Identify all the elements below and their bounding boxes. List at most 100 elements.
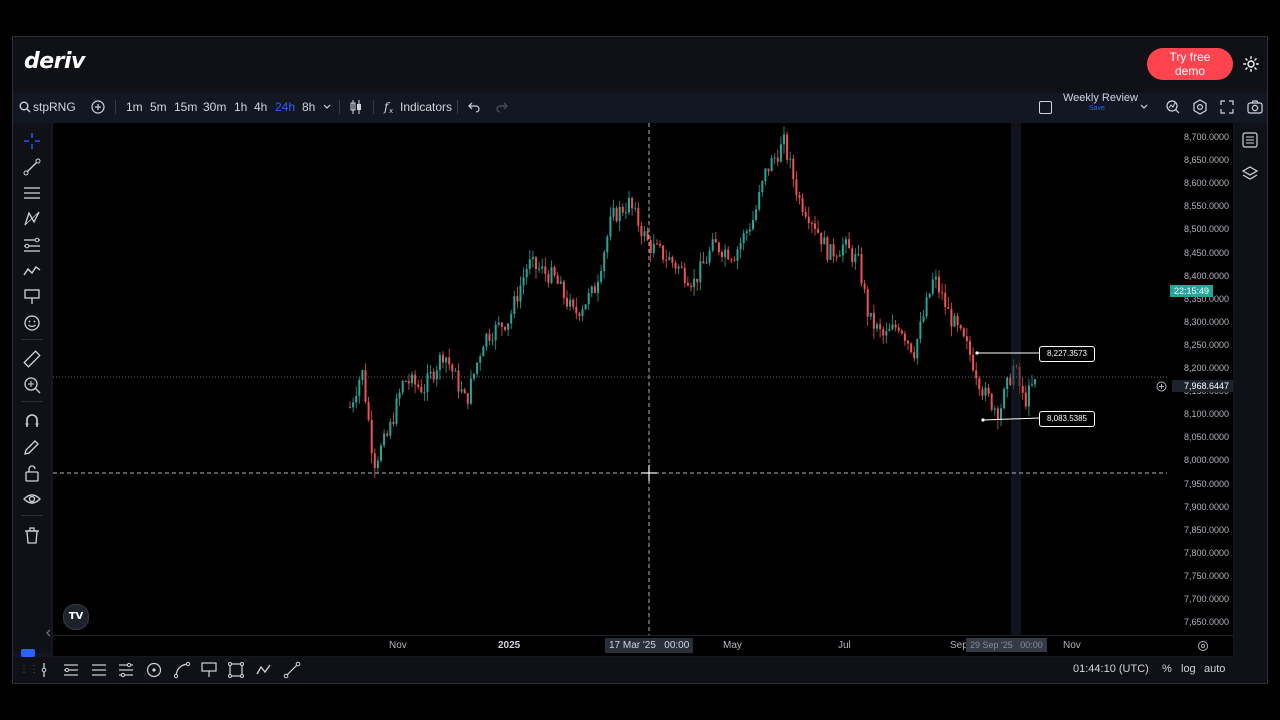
- interval-5m[interactable]: 5m: [150, 100, 167, 114]
- candle-body: [947, 307, 950, 309]
- sun-icon[interactable]: [1243, 56, 1259, 72]
- candle-body: [801, 197, 804, 212]
- fib-retracement-icon[interactable]: [117, 661, 135, 679]
- try-free-demo-button[interactable]: Try free demo: [1147, 48, 1233, 80]
- candle-body: [786, 134, 789, 160]
- template-checkbox[interactable]: [1039, 101, 1052, 114]
- candle-body: [922, 316, 925, 322]
- utc-clock[interactable]: 01:44:10 (UTC): [1073, 663, 1149, 675]
- crosshair-tool-icon[interactable]: [22, 131, 42, 151]
- candle-body: [593, 286, 596, 293]
- high-price-label[interactable]: 8,227.3573: [1039, 346, 1095, 362]
- candle-body: [525, 268, 528, 278]
- chevron-down-icon[interactable]: [1140, 104, 1148, 110]
- interval-1h[interactable]: 1h: [234, 100, 248, 114]
- candle-body: [559, 281, 562, 284]
- watchlist-icon[interactable]: [1241, 131, 1259, 149]
- svg-text:x: x: [389, 107, 393, 114]
- magnet-icon[interactable]: [22, 411, 42, 431]
- candle-body: [829, 244, 832, 260]
- brush-tool-icon[interactable]: [22, 261, 42, 281]
- candle-body: [485, 333, 488, 347]
- undo-icon[interactable]: [468, 101, 480, 113]
- candle-body: [758, 192, 761, 210]
- crosshair-date-tag: 17 Mar '25 00:00: [605, 638, 694, 653]
- interval-8h[interactable]: 8h: [302, 100, 316, 114]
- y-tick-label: 8,050.0000: [1183, 432, 1229, 443]
- right-panel-rail: [1234, 123, 1267, 683]
- chart-settings-icon[interactable]: [1197, 640, 1209, 652]
- fullscreen-icon[interactable]: [1220, 100, 1234, 114]
- vertical-line-icon[interactable]: [35, 661, 53, 679]
- pencil-lock-icon[interactable]: [22, 437, 42, 457]
- candle-body: [683, 267, 686, 283]
- candle-body: [482, 346, 485, 357]
- chevron-down-icon[interactable]: [323, 104, 331, 110]
- candle-body: [975, 370, 978, 379]
- indicators-button[interactable]: Indicators: [400, 100, 453, 114]
- horizontal-ray-icon[interactable]: [90, 661, 108, 679]
- search-icon[interactable]: [19, 101, 31, 113]
- layers-icon[interactable]: [1241, 165, 1259, 183]
- candle-body: [516, 296, 519, 302]
- candle-body: [507, 323, 510, 330]
- parallel-channel-icon[interactable]: [62, 661, 80, 679]
- percent-toggle[interactable]: %: [1162, 663, 1172, 675]
- ray-tool-icon[interactable]: [283, 661, 301, 679]
- camera-icon[interactable]: [1247, 99, 1263, 115]
- fib-tool-icon[interactable]: [22, 235, 42, 255]
- callout-tool-icon[interactable]: [200, 661, 218, 679]
- settings-icon[interactable]: [1192, 99, 1208, 115]
- template-name[interactable]: Weekly Review: [1063, 92, 1138, 104]
- interval-1m[interactable]: 1m: [126, 100, 143, 114]
- low-price-label[interactable]: 8,083.5385: [1039, 411, 1095, 427]
- candlestick-type-icon[interactable]: [349, 99, 363, 115]
- chart-canvas[interactable]: TV 8,227.3573 8,083.5385: [53, 123, 1233, 635]
- trend-line-icon[interactable]: [22, 157, 42, 177]
- candle-body: [866, 289, 869, 317]
- candle-body: [463, 389, 466, 394]
- annotation-tool-icon[interactable]: [22, 287, 42, 307]
- curve-tool-icon[interactable]: [173, 661, 191, 679]
- candle-body: [832, 244, 835, 257]
- redo-icon[interactable]: [496, 101, 508, 113]
- y-tick-label: 7,850.0000: [1183, 524, 1229, 535]
- price-chart[interactable]: [53, 123, 1233, 635]
- trash-icon[interactable]: [22, 525, 42, 545]
- add-alert-icon[interactable]: [1156, 381, 1167, 392]
- polyline-tool-icon[interactable]: [255, 661, 273, 679]
- eye-icon[interactable]: [22, 489, 42, 509]
- emoji-icon[interactable]: [22, 313, 42, 333]
- candle-body: [1031, 384, 1033, 386]
- candle-body: [435, 370, 438, 380]
- lock-icon[interactable]: [22, 463, 42, 483]
- chevron-left-icon[interactable]: [45, 629, 53, 637]
- price-axis[interactable]: 8,700.0000 8,650.0000 8,600.0000 8,550.0000…: [1167, 123, 1233, 635]
- zoom-in-icon[interactable]: [22, 375, 42, 395]
- auto-toggle[interactable]: auto: [1204, 663, 1226, 675]
- interval-24h[interactable]: 24h: [275, 100, 296, 114]
- collapse-tools-button[interactable]: [21, 649, 35, 657]
- candle-body: [978, 378, 981, 390]
- drag-handle[interactable]: ⋮⋮: [19, 664, 39, 675]
- template-save-label[interactable]: Save: [1089, 105, 1105, 112]
- compare-icon[interactable]: [1165, 99, 1181, 115]
- deriv-logo[interactable]: deriv: [24, 49, 85, 74]
- interval-30m[interactable]: 30m: [203, 100, 227, 114]
- add-symbol-icon[interactable]: [91, 100, 105, 114]
- rectangle-tool-icon[interactable]: [227, 661, 245, 679]
- interval-4h[interactable]: 4h: [254, 100, 268, 114]
- candle-body: [913, 352, 916, 359]
- interval-15m[interactable]: 15m: [174, 100, 198, 114]
- ruler-icon[interactable]: [22, 349, 42, 369]
- log-toggle[interactable]: log: [1181, 663, 1196, 675]
- tradingview-logo-icon[interactable]: TV: [63, 604, 89, 630]
- time-axis[interactable]: Nov 2025 May Jul Sep Nov 17 Mar '25 00:0…: [53, 635, 1233, 656]
- candle-body: [891, 324, 894, 330]
- pattern-tool-icon[interactable]: [22, 209, 42, 229]
- circle-tool-icon[interactable]: [145, 661, 163, 679]
- horizontal-lines-icon[interactable]: [22, 183, 42, 203]
- symbol-selector[interactable]: stpRNG: [33, 100, 76, 114]
- candle-body: [448, 357, 451, 365]
